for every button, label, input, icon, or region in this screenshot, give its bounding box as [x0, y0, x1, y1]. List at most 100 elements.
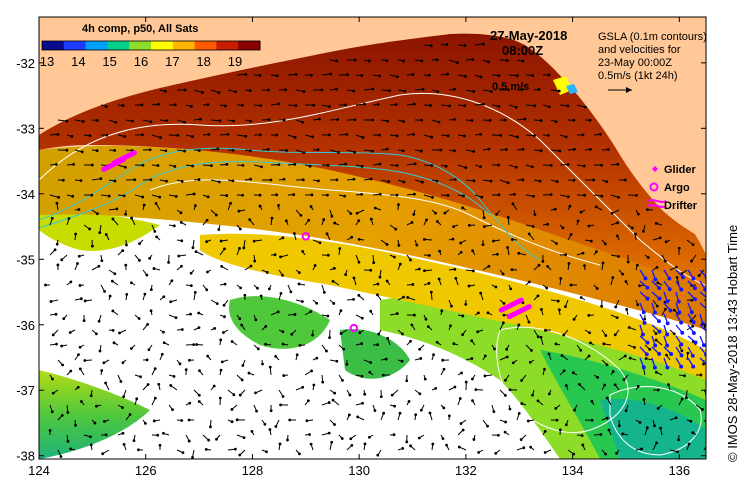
- velocity-arrow-head: [404, 90, 406, 92]
- velocity-arrow-head: [223, 332, 225, 334]
- velocity-arrow-head: [639, 422, 641, 424]
- velocity-arrow-head: [465, 76, 467, 78]
- velocity-arrow-head: [647, 257, 649, 259]
- velocity-arrow-head: [124, 166, 126, 168]
- colorbar-swatch: [86, 41, 108, 50]
- velocity-arrow-head: [446, 44, 448, 46]
- velocity-arrow-head: [282, 396, 284, 398]
- velocity-arrow-head: [548, 393, 550, 395]
- velocity-arrow-head: [641, 448, 643, 450]
- velocity-arrow-head: [548, 106, 550, 108]
- velocity-arrow-head: [163, 331, 165, 333]
- eddy-arrow-head: [680, 321, 683, 324]
- eddy-arrow-head: [693, 332, 696, 335]
- velocity-arrow-head: [299, 344, 301, 346]
- velocity-arrow-head: [505, 395, 507, 397]
- velocity-arrow-head: [260, 134, 262, 136]
- eddy-arrow-head: [658, 353, 661, 356]
- velocity-arrow-head: [345, 274, 347, 276]
- velocity-arrow-head: [146, 274, 148, 276]
- velocity-arrow-head: [388, 181, 390, 183]
- velocity-arrow-head: [232, 149, 234, 151]
- velocity-arrow-head: [349, 394, 351, 396]
- velocity-arrow-head: [362, 137, 364, 139]
- velocity-arrow-head: [351, 445, 353, 447]
- velocity-arrow-head: [142, 134, 144, 136]
- velocity-arrow-head: [91, 194, 93, 196]
- velocity-arrow-head: [95, 333, 97, 335]
- velocity-arrow-head: [104, 420, 106, 422]
- velocity-arrow-head: [361, 193, 363, 195]
- velocity-arrow-head: [563, 334, 565, 336]
- velocity-arrow-head: [577, 220, 579, 222]
- velocity-arrow-head: [578, 383, 580, 385]
- velocity-arrow-head: [193, 193, 195, 195]
- velocity-arrow-head: [690, 320, 692, 322]
- velocity-arrow-head: [275, 355, 277, 357]
- velocity-arrow-head: [462, 334, 464, 336]
- velocity-arrow-head: [189, 402, 191, 404]
- velocity-arrow-head: [447, 194, 449, 196]
- velocity-arrow-head: [306, 420, 308, 422]
- velocity-arrow-head: [327, 254, 329, 256]
- velocity-arrow-head: [220, 369, 222, 371]
- velocity-arrow-head: [240, 287, 242, 289]
- velocity-arrow-head: [71, 135, 73, 137]
- velocity-arrow-head: [102, 453, 104, 455]
- velocity-arrow-head: [523, 447, 525, 449]
- velocity-arrow-head: [413, 103, 415, 105]
- velocity-arrow-head: [435, 388, 437, 390]
- velocity-arrow-head: [308, 219, 310, 221]
- velocity-arrow-head: [567, 196, 569, 198]
- velocity-arrow-head: [379, 276, 381, 278]
- x-tick-label: 134: [562, 463, 584, 478]
- velocity-arrow-head: [278, 164, 280, 166]
- velocity-arrow-head: [637, 385, 639, 387]
- velocity-arrow-head: [136, 398, 138, 400]
- velocity-arrow-head: [692, 432, 694, 434]
- velocity-arrow-head: [374, 207, 376, 209]
- velocity-arrow-head: [336, 60, 338, 62]
- velocity-arrow-head: [480, 134, 482, 136]
- velocity-arrow-head: [165, 150, 167, 152]
- eddy-arrow-head: [658, 330, 661, 333]
- velocity-arrow-head: [73, 163, 75, 165]
- velocity-arrow-head: [198, 327, 200, 329]
- velocity-arrow-head: [112, 310, 114, 312]
- velocity-arrow-head: [430, 45, 432, 47]
- velocity-arrow-head: [504, 431, 506, 433]
- velocity-arrow-head: [318, 180, 320, 182]
- velocity-arrow-head: [483, 43, 485, 45]
- velocity-arrow-head: [354, 59, 356, 61]
- colorbar-strip: [42, 41, 261, 50]
- colorbar-swatch: [216, 41, 238, 50]
- velocity-arrow-head: [210, 426, 212, 428]
- velocity-arrow-head: [522, 148, 524, 150]
- velocity-arrow-head: [319, 118, 321, 120]
- velocity-arrow-head: [220, 339, 222, 341]
- legend-drifter: Drifter: [664, 200, 698, 212]
- velocity-arrow-head: [556, 243, 558, 245]
- colorbar-tick-label: 17: [165, 54, 179, 69]
- velocity-arrow-head: [338, 152, 340, 154]
- velocity-arrow-head: [216, 438, 218, 440]
- eddy-arrow-head: [666, 322, 669, 325]
- velocity-arrow-head: [370, 362, 372, 364]
- velocity-arrow-head: [515, 106, 517, 108]
- velocity-arrow-head: [424, 270, 426, 272]
- legend-argo: Argo: [664, 182, 690, 194]
- velocity-arrow-head: [221, 265, 223, 267]
- velocity-arrow-head: [312, 136, 314, 138]
- velocity-arrow-head: [181, 420, 183, 422]
- velocity-arrow-head: [141, 104, 143, 106]
- velocity-arrow-head: [233, 120, 235, 122]
- velocity-arrow-head: [295, 105, 297, 107]
- velocity-arrow-head: [488, 148, 490, 150]
- velocity-arrow-head: [656, 305, 658, 307]
- velocity-arrow-head: [329, 337, 331, 339]
- eddy-arrow-head: [654, 366, 657, 369]
- velocity-arrow-head: [424, 378, 426, 380]
- velocity-arrow-head: [45, 284, 47, 286]
- velocity-arrow-head: [518, 412, 520, 414]
- velocity-arrow-head: [606, 181, 608, 183]
